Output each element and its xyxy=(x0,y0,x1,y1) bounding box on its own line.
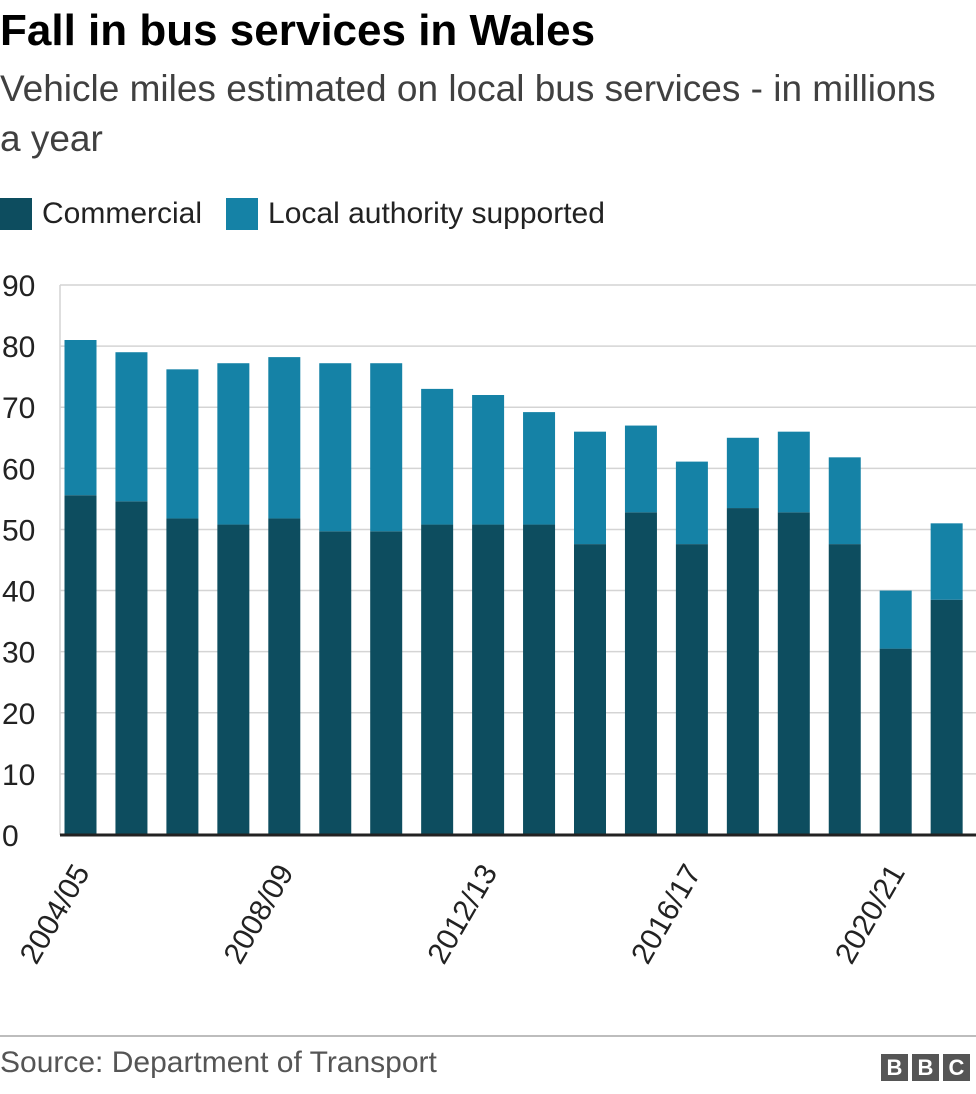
x-tick-label: 2020/21 xyxy=(829,859,912,969)
bar-commercial xyxy=(115,501,148,835)
legend-swatch-local-authority xyxy=(226,198,259,230)
y-tick-label: 70 xyxy=(2,392,35,425)
y-tick-label: 40 xyxy=(2,576,35,609)
bar-commercial xyxy=(930,599,963,835)
legend-label-local-authority: Local authority supported xyxy=(268,197,605,230)
bar-local-authority xyxy=(624,425,657,513)
bar-commercial xyxy=(726,508,759,835)
bar-commercial xyxy=(828,544,861,835)
bar-commercial xyxy=(217,524,250,835)
x-tick-label: 2004/05 xyxy=(14,859,97,969)
bbc-logo-letter: B xyxy=(912,1054,939,1081)
bar-commercial xyxy=(879,648,912,835)
legend-label-commercial: Commercial xyxy=(42,197,203,230)
bar-local-authority xyxy=(574,431,606,545)
legend-item-local-authority: Local authority supported xyxy=(226,197,605,231)
y-tick-label: 0 xyxy=(2,820,19,853)
bar-commercial xyxy=(166,518,199,835)
chart-subtitle: Vehicle miles estimated on local bus ser… xyxy=(0,68,936,159)
chart-legend: Commercial Local authority supported xyxy=(0,194,629,234)
bar-local-authority xyxy=(319,363,352,532)
bar-commercial xyxy=(64,495,97,835)
bar-commercial xyxy=(675,544,708,835)
legend-item-commercial: Commercial xyxy=(0,197,202,231)
bar-commercial xyxy=(370,531,403,835)
bar-local-authority xyxy=(421,388,454,525)
bar-local-authority xyxy=(879,590,912,649)
bar-local-authority xyxy=(777,431,810,513)
bar-local-authority xyxy=(675,461,708,545)
bar-local-authority xyxy=(523,412,556,525)
bar-local-authority xyxy=(268,357,301,519)
y-tick-label: 90 xyxy=(2,270,35,303)
bbc-logo: B B C xyxy=(881,1054,974,1081)
bar-local-authority xyxy=(370,363,403,532)
stacked-bar-chart: 0 10 20 30 40 50 60 70 80 90 2004/05 2008/09 2012/13… xyxy=(2,270,976,969)
bar-local-authority xyxy=(828,457,861,545)
bbc-logo-letter: B xyxy=(881,1054,908,1081)
y-tick-label: 50 xyxy=(2,514,35,547)
legend-swatch-commercial xyxy=(0,198,32,230)
bar-commercial xyxy=(624,512,657,835)
x-tick-label: 2012/13 xyxy=(421,859,504,969)
bar-local-authority xyxy=(217,363,250,525)
y-tick-label: 30 xyxy=(2,637,35,670)
y-tick-label: 80 xyxy=(2,331,35,364)
bar-local-authority xyxy=(930,523,963,600)
bar-local-authority xyxy=(472,395,505,525)
bar-commercial xyxy=(421,524,454,835)
chart-title: Fall in bus services in Wales xyxy=(0,6,596,55)
y-tick-label: 60 xyxy=(2,453,35,486)
bar-commercial xyxy=(319,531,352,835)
bar-local-authority xyxy=(115,352,148,502)
bar-commercial xyxy=(574,544,606,835)
bar-commercial xyxy=(523,524,556,835)
footer-divider xyxy=(0,1035,976,1037)
bar-local-authority xyxy=(64,340,97,496)
bar-commercial xyxy=(777,512,810,835)
bar-commercial xyxy=(472,524,505,835)
source-note: Source: Department of Transport xyxy=(0,1046,437,1079)
bar-commercial xyxy=(268,518,301,835)
y-tick-label: 10 xyxy=(2,759,35,792)
y-tick-label: 20 xyxy=(2,698,35,731)
x-tick-label: 2016/17 xyxy=(625,859,708,969)
bar-local-authority xyxy=(726,437,759,509)
bbc-logo-letter: C xyxy=(943,1054,970,1081)
x-tick-label: 2008/09 xyxy=(218,859,301,969)
bar-local-authority xyxy=(166,369,199,519)
